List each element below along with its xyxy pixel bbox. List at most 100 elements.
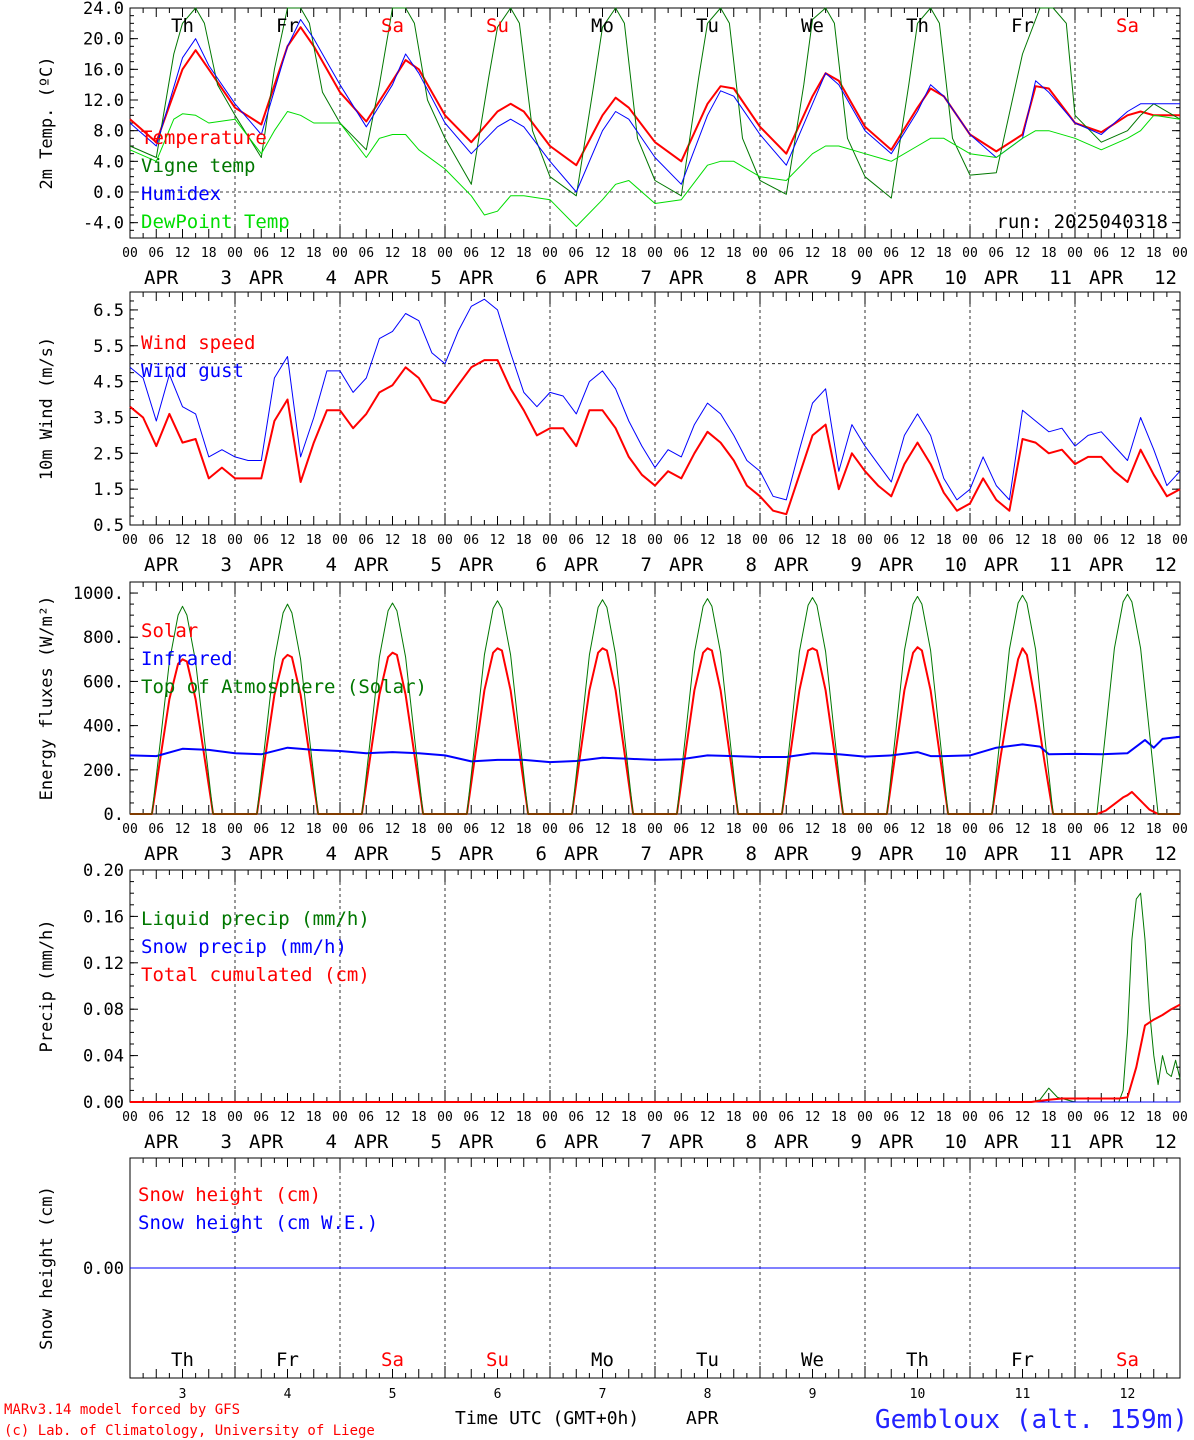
hour-tick-label: 18 <box>1146 246 1162 261</box>
hour-tick-label: 12 <box>595 246 611 261</box>
series-line-2 <box>129 735 1181 764</box>
hour-tick-label: 18 <box>201 246 217 261</box>
hour-tick-label: 12 <box>175 246 191 261</box>
hour-tick-label: 12 <box>700 246 716 261</box>
date-label: 12 <box>1154 843 1177 865</box>
hour-tick-label: 06 <box>148 246 164 261</box>
hour-tick-label: 00 <box>542 533 558 548</box>
date-label: 12 <box>1154 554 1177 576</box>
month-label: APR <box>1089 1131 1124 1153</box>
hour-tick-label: 06 <box>358 1110 374 1125</box>
hour-tick-label: 00 <box>752 822 768 837</box>
hour-tick-label: 06 <box>778 246 794 261</box>
legend-entry: Infrared <box>141 648 233 670</box>
hour-tick-label: 06 <box>673 1110 689 1125</box>
hour-tick-label: 18 <box>201 1110 217 1125</box>
month-label: APR <box>564 1131 599 1153</box>
lab-credit: (c) Lab. of Climatology, University of L… <box>4 1423 375 1439</box>
hour-tick-label: 18 <box>1041 246 1057 261</box>
date-label: 5 <box>431 554 442 576</box>
y-tick-label: 400. <box>83 717 124 737</box>
hour-tick-label: 12 <box>805 1110 821 1125</box>
hour-tick-label: 00 <box>962 1110 978 1125</box>
hour-tick-label: 00 <box>437 533 453 548</box>
month-label: APR <box>774 1131 809 1153</box>
hour-tick-label: 00 <box>332 533 348 548</box>
y-tick-label: 5.5 <box>93 337 124 357</box>
hour-tick-label: 06 <box>148 1110 164 1125</box>
hour-tick-label: 18 <box>621 1110 637 1125</box>
month-label: APR <box>669 1131 704 1153</box>
month-label: APR <box>879 843 914 865</box>
date-label: 10 <box>944 267 967 289</box>
panel-1: 24.0 20.0 16.0 12.0 8.0 4.0 0.0 -4.0 2m Temp. (º… <box>37 0 1188 289</box>
month-label: APR <box>879 267 914 289</box>
hour-tick-label: 18 <box>516 822 532 837</box>
date-label: 5 <box>431 1131 442 1153</box>
month-label: APR <box>1089 554 1124 576</box>
hour-tick-label: 06 <box>778 1110 794 1125</box>
hour-tick-label: 12 <box>280 533 296 548</box>
month-label: APR <box>354 1131 389 1153</box>
hour-tick-label: 12 <box>175 1110 191 1125</box>
y-tick-label: 1.5 <box>93 480 124 500</box>
day-of-week-label: Su <box>486 1349 509 1371</box>
month-label: APR <box>879 554 914 576</box>
date-label: 10 <box>944 554 967 576</box>
y-tick-label: 20.0 <box>83 30 124 50</box>
hour-tick-label: 06 <box>883 533 899 548</box>
day-of-week-label: Tu <box>696 1349 719 1371</box>
hour-tick-label: 18 <box>201 533 217 548</box>
hour-tick-label: 06 <box>463 1110 479 1125</box>
hour-tick-label: 00 <box>1067 822 1083 837</box>
y-tick-label: 1000. <box>73 584 124 604</box>
hour-tick-label: 06 <box>1093 822 1109 837</box>
month-label: APR <box>459 554 494 576</box>
hour-tick-label: 18 <box>1041 822 1057 837</box>
date-label: 5 <box>431 843 442 865</box>
day-of-week-label: Th <box>906 1349 929 1371</box>
day-of-week-label: Th <box>906 15 929 37</box>
y-tick-label: 0.00 <box>83 1259 124 1279</box>
hour-tick-label: 06 <box>358 533 374 548</box>
hour-tick-label: 12 <box>805 246 821 261</box>
hour-tick-label: 00 <box>857 1110 873 1125</box>
day-of-week-label: Fr <box>1011 15 1034 37</box>
date-label: 8 <box>746 1131 757 1153</box>
hour-tick-label: 18 <box>306 533 322 548</box>
day-of-week-label: We <box>801 1349 824 1371</box>
hour-tick-label: 12 <box>700 822 716 837</box>
series-line-2 <box>129 7 1181 199</box>
hour-tick-label: 18 <box>411 533 427 548</box>
hour-tick-label: 18 <box>1146 822 1162 837</box>
day-of-week-label: Th <box>171 1349 194 1371</box>
hour-tick-label: 06 <box>778 822 794 837</box>
series-line-4 <box>129 111 1181 227</box>
month-label: APR <box>144 554 179 576</box>
hour-tick-label: 06 <box>253 246 269 261</box>
month-label: APR <box>144 267 179 289</box>
date-label: 6 <box>536 554 547 576</box>
date-label: 3 <box>221 267 232 289</box>
hour-tick-label: 00 <box>332 1110 348 1125</box>
hour-tick-label: 00 <box>647 1110 663 1125</box>
hour-tick-label: 18 <box>621 822 637 837</box>
legend-entry: Liquid precip (mm/h) <box>141 908 370 930</box>
hour-tick-label: 00 <box>1067 246 1083 261</box>
date-label: 4 <box>326 554 337 576</box>
hour-tick-label: 12 <box>1015 246 1031 261</box>
hour-tick-label: 12 <box>1120 822 1136 837</box>
month-label: APR <box>1089 267 1124 289</box>
hour-tick-label: 12 <box>1120 1110 1136 1125</box>
y-tick-label: 3.5 <box>93 408 124 428</box>
day-of-week-label: Mo <box>591 1349 614 1371</box>
date-label: 4 <box>326 843 337 865</box>
hour-tick-label: 00 <box>962 533 978 548</box>
date-label: 6 <box>536 1131 547 1153</box>
hour-tick-label: 18 <box>1146 533 1162 548</box>
legend-entry: Top of Atmosphere (Solar) <box>141 676 427 698</box>
hour-tick-label: 12 <box>1120 246 1136 261</box>
panel-3: 1000. 800. 600. 400. 200. 0. Energy fluxes (W/… <box>37 581 1188 865</box>
hour-tick-label: 06 <box>673 822 689 837</box>
